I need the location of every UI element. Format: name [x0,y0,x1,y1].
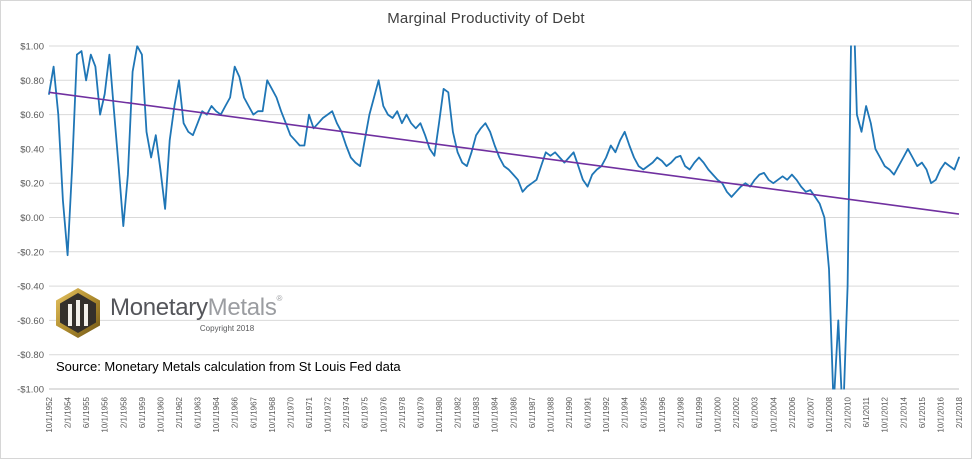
x-axis-tick-label: 2/1/1954 [64,396,73,428]
copyright-text: Copyright 2018 [199,323,255,333]
y-axis-tick-label: $0.40 [20,144,44,155]
x-axis-tick-label: 10/1/2000 [714,396,723,432]
x-axis-tick-label: 6/1/1999 [695,396,704,428]
x-axis-tick-label: 10/1/2004 [769,396,778,432]
y-axis-tick-label: -$0.40 [17,282,44,293]
x-axis-tick-label: 6/1/2015 [918,396,927,428]
x-axis-tick-label: 6/1/1967 [249,396,258,428]
y-axis-tick-label: -$0.80 [17,350,44,361]
x-axis-tick-label: 6/1/2011 [862,396,871,427]
chart-title: Marginal Productivity of Debt [387,10,585,27]
x-axis-tick-label: 10/1/1960 [156,396,165,432]
x-axis-tick-label: 6/1/1955 [82,396,91,428]
x-axis-tick-label: 2/1/1986 [509,396,518,428]
x-axis-tick-label: 6/1/2003 [751,396,760,428]
y-axis-tick-label: -$0.60 [17,316,44,327]
x-axis-tick-label: 10/1/2008 [825,396,834,432]
y-axis-tick-label: $1.00 [20,42,44,53]
x-axis-tick-label: 10/1/2016 [936,396,945,432]
y-axis-tick-label: -$1.00 [17,385,44,396]
x-axis-tick-label: 6/1/1991 [584,396,593,428]
x-axis-tick-label: 6/1/1983 [472,396,481,428]
x-axis-tick-label: 2/1/1998 [676,396,685,428]
x-axis-tick-label: 10/1/1996 [658,396,667,432]
registered-trademark-symbol: ® [276,293,283,303]
x-axis-tick-label: 2/1/1970 [286,396,295,428]
x-axis-tick-label: 2/1/1994 [621,396,630,428]
x-axis-tick-label: 6/1/2007 [806,396,815,428]
x-axis-tick-label: 10/1/1988 [546,396,555,432]
trend-line [48,91,960,215]
x-axis-tick-label: 6/1/1971 [305,396,314,428]
x-axis-tick-label: 2/1/1962 [175,396,184,428]
x-axis-tick-label: 6/1/1995 [639,396,648,428]
x-axis-tick-label: 6/1/1975 [361,396,370,428]
x-axis-tick-label: 10/1/1976 [379,396,388,432]
x-axis-tick-label: 6/1/1959 [138,396,147,428]
x-axis-tick-label: 2/1/1966 [231,396,240,428]
x-axis-tick-label: 6/1/1963 [194,396,203,428]
x-axis-tick-label: 10/1/1968 [268,396,277,432]
x-axis-tick-label: 2/1/2010 [844,396,853,428]
x-axis-tick-label: 2/1/1982 [454,396,463,428]
logo-text-block: MonetaryMetals® Copyright 2018 [110,294,282,333]
x-axis-tick-label: 2/1/1974 [342,396,351,428]
monetary-metals-cube-icon [56,288,100,338]
x-axis-tick-label: 2/1/1978 [398,396,407,428]
logo-text-monetary: Monetary [110,293,208,321]
source-note: Source: Monetary Metals calculation from… [56,359,401,374]
x-axis-tick-label: 10/1/1964 [212,396,221,432]
y-axis-tick-label: $0.80 [20,76,44,87]
x-axis-tick-label: 6/1/1979 [416,396,425,428]
y-axis-tick-label: -$0.20 [17,247,44,258]
x-axis-tick-label: 10/1/1992 [602,396,611,432]
x-axis-tick-label: 2/1/2002 [732,396,741,428]
x-axis-tick-label: 10/1/1980 [435,396,444,432]
x-axis-tick-label: 10/1/1984 [491,396,500,432]
x-axis-tick-label: 2/1/2018 [955,396,964,428]
monetary-metals-logo: MonetaryMetals® Copyright 2018 [55,287,282,339]
y-axis-tick-label: $0.60 [20,110,44,121]
x-axis-tick-label: 2/1/1958 [119,396,128,428]
x-axis-tick-label: 2/1/2014 [899,396,908,428]
x-axis-tick-label: 10/1/2012 [881,396,890,432]
y-axis-tick-label: $0.20 [20,179,44,190]
logo-text-metals: Metals [207,293,277,321]
y-axis-tick-label: $0.00 [20,213,44,224]
series-line-marginal-productivity [48,45,960,390]
x-axis-tick-label: 2/1/2006 [788,396,797,428]
x-axis-tick-label: 2/1/1990 [565,396,574,428]
x-axis-tick-label: 6/1/1987 [528,396,537,428]
x-axis-tick-label: 10/1/1972 [324,396,333,432]
logo-wordmark: MonetaryMetals® [110,294,282,322]
x-axis-tick-label: 10/1/1956 [101,396,110,432]
x-axis-tick-label: 10/1/1952 [45,396,54,432]
